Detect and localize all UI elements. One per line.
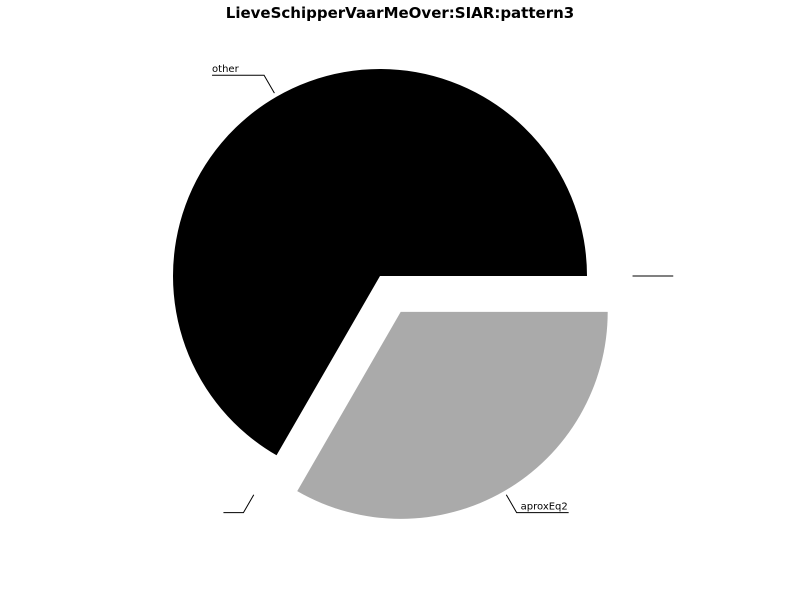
slice-label-0: other [212, 64, 240, 75]
label-leader-0 [212, 74, 275, 94]
pie-slice-2 [297, 311, 608, 519]
chart-title: LieveSchipperVaarMeOver:SIAR:pattern3 [226, 4, 574, 22]
label-leader-2 [505, 494, 569, 514]
label-leader-1 [223, 494, 255, 514]
pie-slice-0 [172, 68, 588, 456]
slice-label-2: aproxEq2 [521, 502, 568, 513]
